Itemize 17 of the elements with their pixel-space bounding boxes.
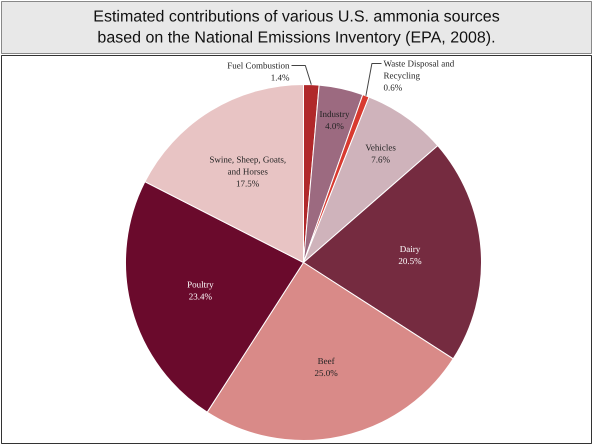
slice-label: Swine, Sheep, Goats, and Horses: [209, 154, 286, 176]
data-label: 17.5%: [236, 178, 260, 188]
slice-label: Dairy: [400, 244, 421, 254]
data-label: 4.0%: [325, 120, 344, 131]
data-label: 25.0%: [314, 368, 338, 378]
slice-label: Fuel Combustion: [227, 60, 290, 70]
slice-label: Poultry: [187, 279, 214, 290]
slice-label: Industry: [319, 108, 350, 119]
data-label: 23.4%: [188, 291, 213, 302]
slice-label: Vehicles: [365, 142, 396, 153]
data-label: 7.6%: [371, 154, 390, 165]
chart-title: Estimated contributions of various U.S. ammonia sources based on the National Emissions Inventory (EPA, 2008).: [93, 8, 500, 47]
data-label: 20.5%: [398, 256, 422, 266]
slice-label: Beef: [318, 356, 335, 366]
slice-label: Waste Disposal and Recycling: [384, 58, 455, 80]
data-label: 0.6%: [384, 82, 403, 92]
data-label: 1.4%: [270, 72, 290, 82]
